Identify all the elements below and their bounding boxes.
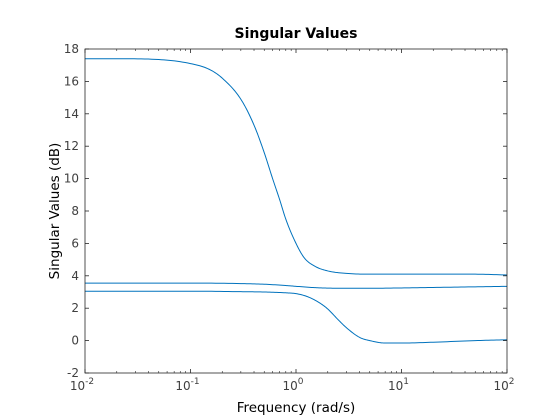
y-tick-label: 4 [71,269,79,283]
series-line-2 [85,282,508,289]
chart-title: Singular Values [235,26,358,42]
x-axis-label: Frequency (rad/s) [237,400,356,416]
y-tick-label: 2 [71,301,79,315]
x-tick-label: 10-2 [70,377,94,393]
plot-background [85,49,507,373]
series-layer [85,58,508,344]
y-tick-layer: -2 0 2 4 6 8 10 12 14 16 18 [64,42,507,380]
y-tick-label: 16 [64,74,79,88]
y-tick-label: -2 [67,366,79,380]
y-tick-label: 0 [71,334,79,348]
y-tick-label: 12 [64,139,79,153]
y-tick-label: 18 [64,42,79,56]
y-tick-label: 6 [71,236,79,250]
x-tick-label: 102 [493,377,514,393]
y-tick-label: 10 [64,172,79,186]
y-axis-label: Singular Values (dB) [47,143,63,280]
y-tick-label: 8 [71,204,79,218]
series-line-1 [85,58,508,276]
x-tick-label: 101 [388,377,409,393]
x-tick-label: 100 [282,377,303,393]
y-tick-label: 14 [64,107,79,121]
series-line-3 [85,290,508,344]
x-tick-label: 10-1 [175,377,199,393]
x-tick-layer: 10-2 10-1 100 101 102 [70,49,515,393]
